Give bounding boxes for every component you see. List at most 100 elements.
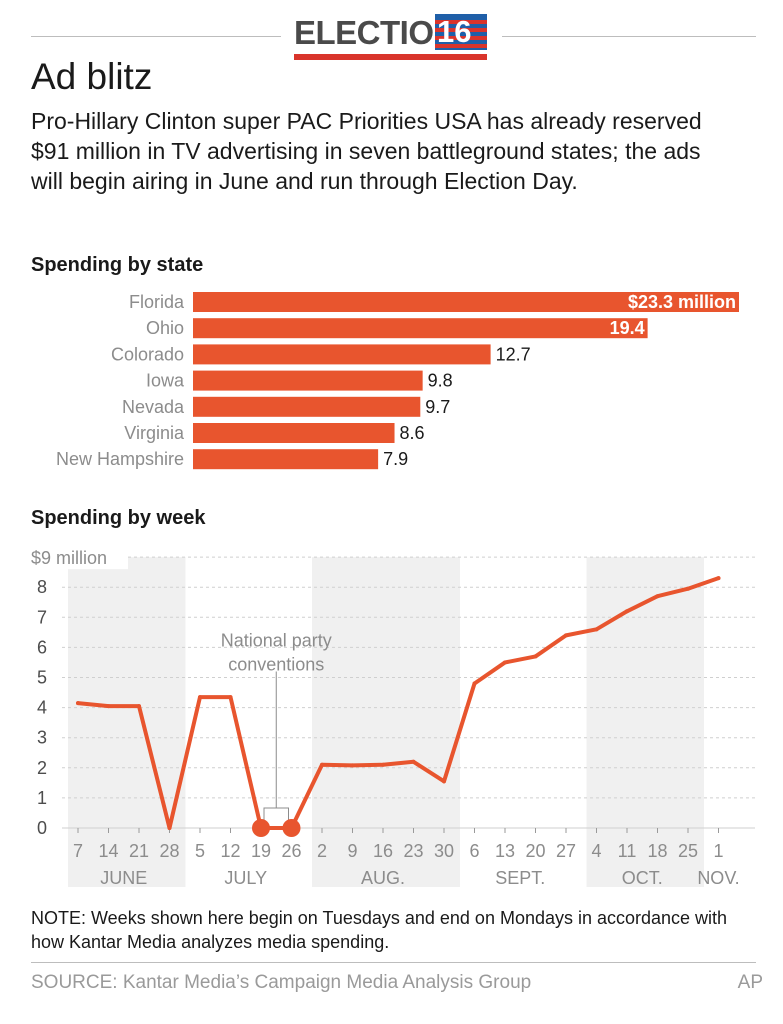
x-tick-label: 5 bbox=[195, 841, 205, 861]
x-tick-label: 11 bbox=[618, 841, 637, 861]
convention-point bbox=[252, 819, 270, 837]
data-point bbox=[320, 762, 324, 767]
y-tick-label: 4 bbox=[37, 698, 47, 718]
month-label: AUG. bbox=[361, 868, 405, 888]
month-band bbox=[312, 557, 460, 887]
x-tick-label: 4 bbox=[591, 841, 601, 861]
x-tick-label: 14 bbox=[98, 841, 118, 861]
bar-category-label: Ohio bbox=[146, 318, 184, 338]
y-tick-label: 1 bbox=[37, 788, 47, 808]
bar-colorado bbox=[193, 344, 491, 365]
x-tick-label: 30 bbox=[434, 841, 454, 861]
data-point bbox=[686, 586, 690, 591]
flag-icon: 16 bbox=[435, 14, 487, 50]
y-top-label: $9 million bbox=[31, 548, 107, 568]
data-point bbox=[411, 759, 416, 764]
bar-value-label: 7.9 bbox=[383, 449, 408, 469]
x-tick-label: 25 bbox=[678, 841, 698, 861]
state-chart-title: Spending by state bbox=[31, 254, 204, 276]
month-label: SEPT. bbox=[495, 868, 545, 888]
bar-category-label: New Hampshire bbox=[56, 449, 184, 469]
data-point bbox=[564, 633, 568, 638]
data-point bbox=[228, 695, 233, 700]
page-title: Ad blitz bbox=[31, 56, 153, 97]
bar-category-label: Iowa bbox=[146, 371, 185, 391]
footer-rule bbox=[31, 962, 756, 963]
convention-point bbox=[282, 819, 301, 837]
chart-note: NOTE: Weeks shown here begin on Tuesdays… bbox=[31, 908, 728, 952]
logo-word: ELECTION bbox=[294, 14, 457, 51]
x-tick-label: 12 bbox=[220, 841, 240, 861]
bar-nevada bbox=[193, 396, 421, 417]
annotation-text: conventions bbox=[228, 654, 324, 674]
data-point bbox=[533, 654, 538, 659]
data-point bbox=[76, 701, 80, 706]
bar-value-label: 19.4 bbox=[610, 318, 645, 338]
logo-number: 16 bbox=[437, 14, 472, 49]
header-rule-right bbox=[502, 36, 756, 37]
data-point bbox=[167, 826, 172, 830]
y-tick-label: 7 bbox=[37, 607, 47, 627]
week-chart-title: Spending by week bbox=[31, 507, 206, 529]
x-tick-label: 2 bbox=[317, 841, 327, 861]
bar-new-hampshire bbox=[193, 449, 379, 470]
bar-virginia bbox=[193, 423, 395, 443]
month-label: JULY bbox=[224, 868, 267, 888]
state-bar-chart: Florida $23.3 million Ohio 19.4 Colorado 12.7… bbox=[56, 292, 739, 470]
credit-text: AP bbox=[737, 972, 763, 993]
x-tick-label: 16 bbox=[373, 841, 393, 861]
x-tick-label: 18 bbox=[647, 841, 667, 861]
source-text: SOURCE: Kantar Media’s Campaign Media An… bbox=[31, 972, 532, 993]
y-tick-label: 3 bbox=[37, 728, 47, 748]
data-point bbox=[381, 762, 385, 767]
y-top-label-bg bbox=[28, 543, 128, 570]
month-label: OCT. bbox=[622, 868, 663, 888]
annotation-text: National party bbox=[221, 630, 332, 650]
x-tick-label: 20 bbox=[525, 841, 545, 861]
x-tick-label: 9 bbox=[347, 841, 357, 861]
y-tick-label: 5 bbox=[37, 668, 47, 688]
bar-iowa bbox=[193, 370, 423, 391]
bar-value-label: 8.6 bbox=[400, 423, 425, 443]
x-tick-label: 7 bbox=[73, 841, 83, 861]
bar-category-label: Colorado bbox=[111, 344, 184, 364]
page-subtitle: Pro-Hillary Clinton super PAC Priorities… bbox=[31, 108, 702, 194]
bar-ohio bbox=[193, 318, 648, 339]
bar-value-label: 12.7 bbox=[496, 344, 531, 364]
y-tick-label: 2 bbox=[37, 758, 47, 778]
month-label: JUNE bbox=[100, 868, 147, 888]
data-point bbox=[106, 704, 111, 709]
month-band bbox=[586, 557, 704, 887]
bar-category-label: Florida bbox=[129, 292, 185, 312]
bar-category-label: Nevada bbox=[122, 397, 185, 417]
data-point bbox=[716, 576, 721, 581]
data-point bbox=[655, 594, 660, 599]
x-tick-label: 28 bbox=[159, 841, 179, 861]
month-band bbox=[68, 557, 186, 887]
spending-line bbox=[76, 576, 721, 830]
month-label: NOV. bbox=[697, 868, 739, 888]
y-tick-label: 0 bbox=[37, 818, 47, 838]
data-point bbox=[594, 627, 599, 632]
logo-underline bbox=[294, 54, 487, 60]
x-tick-label: 21 bbox=[129, 841, 149, 861]
data-point bbox=[625, 609, 629, 614]
x-tick-label: 1 bbox=[713, 841, 723, 861]
x-tick-label: 27 bbox=[556, 841, 576, 861]
data-point bbox=[350, 763, 355, 768]
data-point bbox=[472, 681, 477, 686]
data-point bbox=[503, 660, 507, 665]
x-tick-label: 26 bbox=[281, 841, 301, 861]
data-point bbox=[198, 695, 202, 700]
header-rule-left bbox=[31, 36, 281, 37]
y-tick-label: 6 bbox=[37, 637, 47, 657]
data-point bbox=[442, 779, 446, 784]
y-tick-label: 8 bbox=[37, 577, 47, 597]
x-tick-label: 23 bbox=[403, 841, 423, 861]
data-point bbox=[137, 704, 141, 709]
bar-value-label: $23.3 million bbox=[628, 292, 736, 312]
bar-value-label: 9.7 bbox=[425, 397, 450, 417]
x-tick-label: 6 bbox=[469, 841, 479, 861]
bar-value-label: 9.8 bbox=[428, 371, 453, 391]
